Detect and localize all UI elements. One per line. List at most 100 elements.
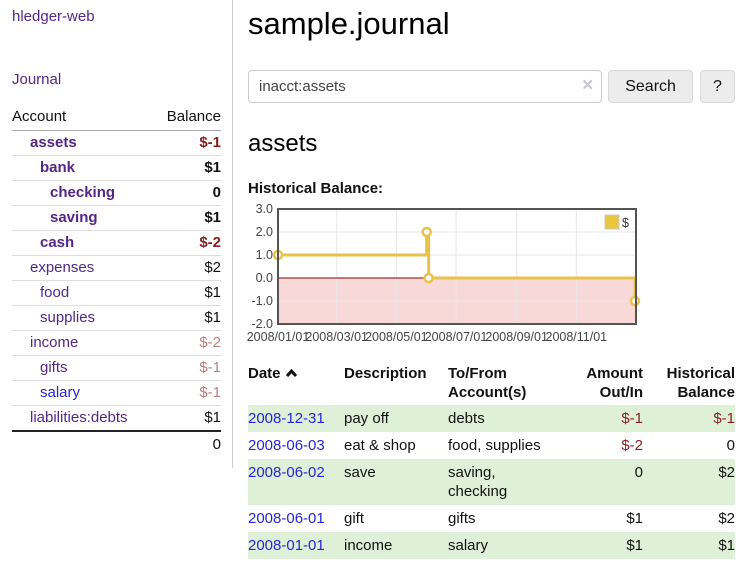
- transaction-description: pay off: [344, 410, 389, 427]
- accounts-total-value: 0: [154, 430, 221, 457]
- account-row: assets $-1: [12, 131, 221, 156]
- register-row: 2008-06-02 save saving, checking 0 $2: [248, 459, 735, 505]
- account-link-cash[interactable]: cash: [40, 234, 75, 251]
- account-link-salary[interactable]: salary: [40, 384, 81, 401]
- account-row: gifts $-1: [12, 355, 221, 381]
- help-button[interactable]: ?: [699, 70, 735, 103]
- account-balance: $2: [154, 255, 221, 281]
- account-link-food[interactable]: food: [40, 284, 70, 301]
- accounts-table: Account Balance assets $-1 bank $1 checking 0…: [12, 104, 221, 457]
- svg-text:3.0: 3.0: [256, 202, 273, 216]
- register-header-balance: Historical Balance: [666, 365, 735, 401]
- account-row: cash $-2: [12, 230, 221, 256]
- transaction-amount: 0: [634, 464, 643, 481]
- account-balance: $-1: [154, 380, 221, 406]
- svg-text:2008/03/01: 2008/03/01: [305, 330, 368, 344]
- account-balance: $1: [154, 280, 221, 306]
- register-header-amount: Amount Out/In: [586, 365, 643, 401]
- transaction-amount: $1: [626, 510, 643, 527]
- account-link-checking[interactable]: checking: [50, 184, 116, 201]
- account-balance: $-2: [154, 330, 221, 356]
- transaction-accounts: gifts: [448, 510, 476, 527]
- account-link-liabilities-debts[interactable]: liabilities:debts: [30, 409, 128, 426]
- main-panel: sample.journal × Search ? assets Histori…: [233, 0, 742, 559]
- account-balance: $-1: [199, 134, 221, 151]
- balance-column-header: Balance: [154, 104, 221, 131]
- transaction-balance: $2: [718, 510, 735, 527]
- transaction-amount: $1: [626, 537, 643, 554]
- transaction-date-link[interactable]: 2008-12-31: [248, 410, 325, 427]
- svg-text:2008/05/01: 2008/05/01: [365, 330, 428, 344]
- account-row: salary $-1: [12, 380, 221, 406]
- account-balance: $1: [154, 155, 221, 181]
- transaction-accounts: food, supplies: [448, 437, 541, 454]
- transaction-accounts: saving, checking: [448, 464, 508, 500]
- accounts-column-header: Account: [12, 104, 155, 131]
- svg-text:2008/11/01: 2008/11/01: [546, 330, 608, 344]
- account-row: bank $1: [12, 155, 221, 181]
- account-row: supplies $1: [12, 305, 221, 331]
- svg-text:0.0: 0.0: [256, 271, 273, 285]
- transaction-balance: $-1: [713, 410, 735, 427]
- account-row: checking 0: [12, 180, 221, 206]
- transaction-balance: 0: [726, 437, 735, 454]
- transaction-amount: $-2: [621, 437, 643, 454]
- account-balance: $1: [154, 305, 221, 331]
- sidebar-item-journal[interactable]: Journal: [12, 71, 62, 88]
- register-header-description: Description: [344, 365, 427, 382]
- account-link-saving[interactable]: saving: [50, 209, 98, 226]
- svg-text:-1.0: -1.0: [251, 294, 273, 308]
- search-button[interactable]: Search: [608, 70, 693, 103]
- app-brand-link[interactable]: hledger-web: [12, 8, 95, 25]
- account-row: saving $1: [12, 205, 221, 231]
- account-row: liabilities:debts $1: [12, 405, 221, 431]
- svg-text:2008/09/01: 2008/09/01: [485, 330, 548, 344]
- register-header-date[interactable]: Date: [248, 362, 344, 405]
- account-row: food $1: [12, 280, 221, 306]
- sidebar: hledger-web Journal Account Balance asse…: [0, 0, 233, 468]
- account-link-supplies[interactable]: supplies: [40, 309, 96, 326]
- page-title: sample.journal: [248, 6, 450, 41]
- account-balance: 0: [154, 180, 221, 206]
- account-link-gifts[interactable]: gifts: [40, 359, 68, 376]
- transaction-description: save: [344, 464, 376, 481]
- clear-search-icon[interactable]: ×: [582, 75, 594, 96]
- register-row: 2008-06-01 gift gifts $1 $2: [248, 505, 735, 532]
- accounts-total-row: 0: [12, 430, 221, 457]
- transaction-balance: $1: [718, 537, 735, 554]
- account-balance: $1: [154, 205, 221, 231]
- svg-text:$: $: [622, 216, 629, 230]
- account-balance: $-1: [154, 355, 221, 381]
- register-row: 2008-06-03 eat & shop food, supplies $-2 0: [248, 432, 735, 459]
- register-header-accounts: To/From Account(s): [448, 365, 527, 401]
- transaction-amount: $-1: [621, 410, 643, 427]
- transaction-date-link[interactable]: 2008-06-01: [248, 510, 325, 527]
- transaction-date-link[interactable]: 2008-01-01: [248, 537, 325, 554]
- search-input[interactable]: [248, 70, 603, 103]
- account-row: income $-2: [12, 330, 221, 356]
- account-link-bank[interactable]: bank: [40, 159, 76, 176]
- account-balance: $1: [154, 405, 221, 431]
- transaction-description: gift: [344, 510, 365, 527]
- account-link-income[interactable]: income: [30, 334, 79, 351]
- transaction-date-link[interactable]: 2008-06-03: [248, 437, 325, 454]
- chart-heading: Historical Balance:: [248, 180, 384, 197]
- register-row: 2008-01-01 income salary $1 $1: [248, 532, 735, 559]
- account-link-expenses[interactable]: expenses: [30, 259, 95, 276]
- transaction-description: eat & shop: [344, 437, 416, 454]
- account-row: expenses $2: [12, 255, 221, 281]
- account-link-assets[interactable]: assets: [30, 134, 77, 151]
- transaction-description: income: [344, 537, 393, 554]
- transaction-accounts: salary: [448, 537, 489, 554]
- svg-text:2008/01/01: 2008/01/01: [247, 330, 310, 344]
- register-row: 2008-12-31 pay off debts $-1 $-1: [248, 405, 735, 432]
- account-balance: $-2: [154, 230, 221, 256]
- transaction-accounts: debts: [448, 410, 485, 427]
- svg-text:2.0: 2.0: [256, 225, 273, 239]
- transaction-balance: $2: [718, 464, 735, 481]
- search-form: × Search ?: [248, 70, 735, 103]
- historical-balance-chart: 3.0 2.0 1.0 0.0 -1.0 -2.0 2008/01/01 2008/03/01…: [245, 202, 735, 348]
- svg-text:-2.0: -2.0: [251, 317, 273, 331]
- transaction-date-link[interactable]: 2008-06-02: [248, 464, 325, 481]
- sort-ascending-icon: [285, 364, 298, 383]
